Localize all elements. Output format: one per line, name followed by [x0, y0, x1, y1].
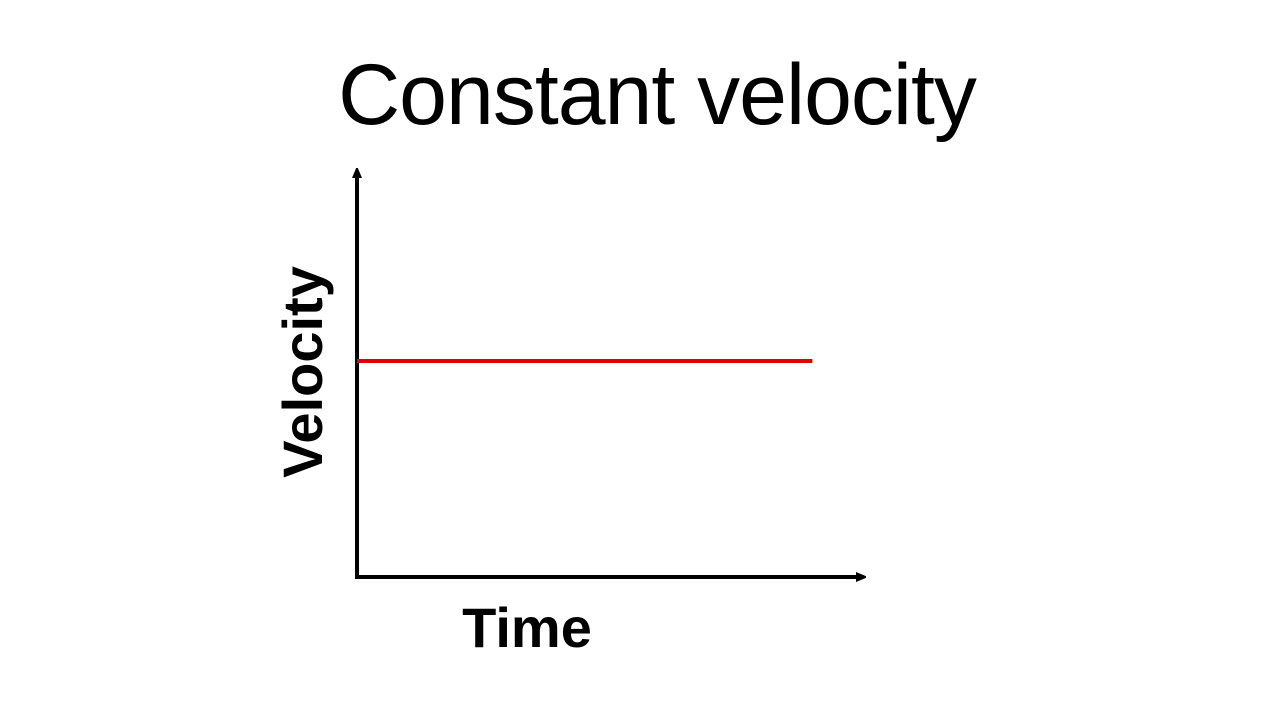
slide-title: Constant velocity: [338, 47, 977, 143]
y-axis-label: Velocity: [271, 266, 334, 478]
x-axis-label: Time: [462, 596, 592, 659]
